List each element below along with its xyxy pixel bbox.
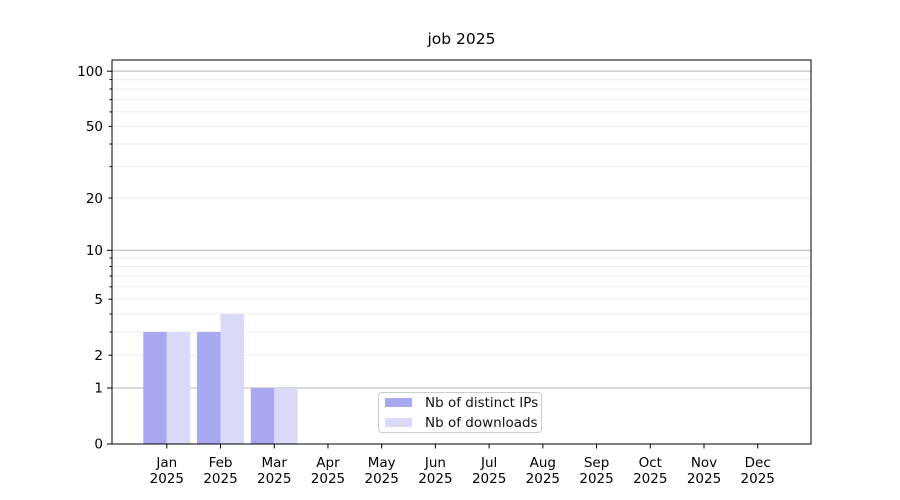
x-tick-label-year: 2025 [526, 471, 560, 487]
x-tick-label-year: 2025 [633, 471, 667, 487]
x-tick-label-month: Jan [155, 455, 177, 471]
bar-mar-distinct-ips [250, 388, 275, 444]
y-tick-label: 100 [77, 64, 103, 80]
x-tick-label-month: Sep [584, 455, 609, 471]
x-tick-label-year: 2025 [203, 471, 237, 487]
chart-title: job 2025 [427, 30, 496, 48]
x-tick-label-month: Feb [209, 455, 233, 471]
legend-swatch-distinct-ips [385, 398, 412, 407]
x-tick-label-month: Jun [424, 455, 446, 471]
x-tick-label-month: Jul [480, 455, 497, 471]
x-tick-label-year: 2025 [472, 471, 506, 487]
x-tick-label-year: 2025 [741, 471, 775, 487]
x-tick-label-month: Apr [316, 455, 340, 471]
x-tick-label-year: 2025 [150, 471, 184, 487]
y-tick-label: 10 [86, 243, 103, 259]
x-tick-label-month: Oct [639, 455, 662, 471]
bar-jan-downloads [166, 332, 191, 444]
chart-legend: Nb of distinct IPs Nb of downloads [378, 392, 542, 433]
x-tick-label-year: 2025 [365, 471, 399, 487]
x-tick-label-month: Dec [745, 455, 771, 471]
bar-feb-downloads [220, 313, 245, 444]
bar-feb-distinct-ips [197, 332, 221, 444]
legend-label-distinct-ips: Nb of distinct IPs [425, 394, 539, 411]
plot-frame [111, 59, 812, 445]
y-tick-label: 0 [94, 437, 103, 453]
y-tick-label: 5 [94, 292, 103, 308]
legend-item-distinct-ips: Nb of distinct IPs [385, 395, 541, 411]
y-tick-label: 20 [86, 191, 103, 207]
bar-jan-distinct-ips [143, 332, 167, 444]
y-tick-label: 2 [94, 348, 103, 364]
bar-mar-downloads [274, 388, 298, 444]
x-tick-label-month: Mar [261, 455, 287, 471]
x-tick-label-year: 2025 [418, 471, 452, 487]
x-tick-label-year: 2025 [257, 471, 291, 487]
x-tick-label-month: Nov [691, 455, 717, 471]
legend-item-downloads: Nb of downloads [385, 415, 541, 431]
legend-label-downloads: Nb of downloads [425, 414, 538, 431]
x-tick-label-month: May [368, 455, 396, 471]
x-tick-label-month: Aug [530, 455, 556, 471]
x-tick-label-year: 2025 [579, 471, 613, 487]
legend-swatch-downloads [385, 418, 412, 427]
x-tick-label-year: 2025 [687, 471, 721, 487]
y-tick-label: 50 [86, 119, 103, 135]
y-tick-label: 1 [94, 381, 103, 397]
x-tick-label-year: 2025 [311, 471, 345, 487]
